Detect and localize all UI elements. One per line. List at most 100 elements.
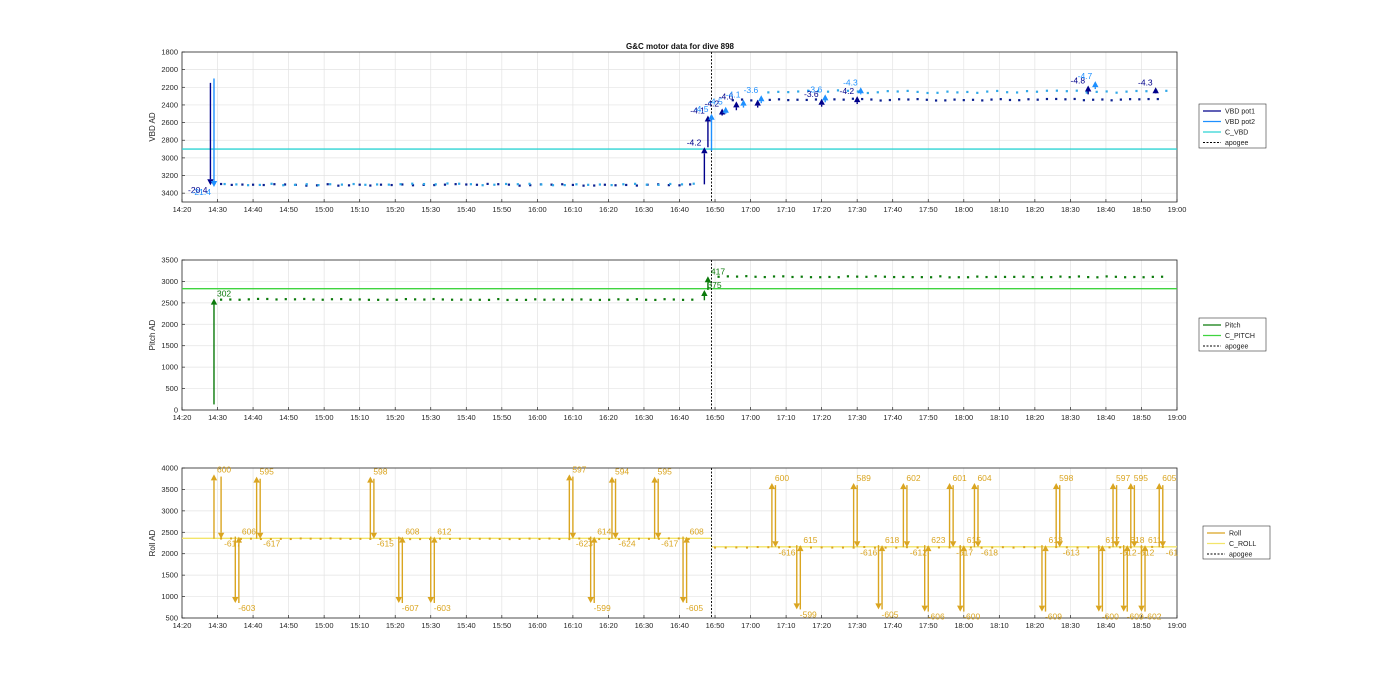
pitch-axes: 14:20 14:30 14:40 14:50 15:00 15:10 15:20 15:30…: [148, 256, 1267, 422]
vbd-pot1-point: [241, 183, 244, 186]
x-tick-label: 18:00: [954, 205, 973, 214]
pitch-point: [266, 297, 269, 301]
vbd-pot2-point: [1006, 91, 1009, 94]
vbd-pot1-arrow-label: -4.6: [719, 91, 734, 101]
pitch-point: [1040, 276, 1044, 279]
roll-arrow-head: [1120, 605, 1127, 612]
vbd-pot1-point: [390, 183, 393, 187]
pitch-point: [883, 275, 886, 278]
roll-point: [756, 546, 759, 549]
pitch-point: [837, 276, 840, 279]
x-tick-label: 15:30: [421, 413, 440, 422]
vbd-pot2-point: [235, 183, 238, 186]
x-tick-label: 17:50: [919, 413, 938, 422]
vbd-pot2-point: [986, 90, 989, 93]
roll-point: [299, 537, 302, 540]
x-tick-label: 16:20: [599, 621, 618, 630]
vbd-pot1-arrow-label: -4.8: [1071, 76, 1086, 86]
roll-arrow-label: 618: [1130, 535, 1144, 545]
vbd-pot1-point: [433, 183, 436, 187]
pitch-point: [745, 275, 748, 278]
x-tick-label: 16:10: [564, 413, 583, 422]
pitch-point: [321, 298, 324, 301]
roll-point: [937, 546, 940, 549]
roll-point: [1033, 546, 1036, 549]
vbd-pot1-point: [833, 98, 836, 101]
vbd-pot2-point: [966, 90, 969, 94]
vbd-pot1-point: [1138, 98, 1141, 101]
roll-arrow-label: -605: [882, 609, 899, 619]
x-tick-label: 16:50: [706, 205, 725, 214]
vbd-pot2-point: [1065, 90, 1068, 93]
pitch-point: [957, 276, 960, 279]
roll-point: [279, 537, 282, 540]
roll-arrow-head: [608, 476, 616, 483]
x-tick-label: 16:50: [706, 413, 725, 422]
vbd-pot2-arrow-label: -3.6: [744, 85, 759, 95]
roll-point: [948, 546, 951, 549]
x-tick-label: 16:30: [635, 413, 654, 422]
roll-arrow-label: 618: [885, 535, 899, 545]
pitch-point: [994, 275, 997, 278]
roll-arrow-label: -624: [619, 539, 636, 549]
pitch-point: [865, 275, 868, 278]
x-tick-label: 18:50: [1132, 205, 1151, 214]
vbd-pot2-point: [563, 183, 566, 187]
roll-arrow-head: [850, 483, 857, 489]
pitch-point: [1124, 276, 1127, 279]
roll-point: [608, 537, 611, 540]
pitch-point: [763, 275, 766, 279]
vbd-pot2-point: [1165, 89, 1168, 92]
pitch-arrow-head: [701, 290, 708, 296]
vbd-pot1-point: [262, 183, 265, 187]
pitch-point: [238, 298, 241, 301]
pitch-point: [497, 297, 500, 301]
x-tick-label: 15:00: [315, 413, 334, 422]
pitch-point: [293, 298, 297, 301]
roll-point: [1012, 546, 1015, 549]
vbd-pot2-point: [836, 89, 840, 92]
roll-arrow-head: [232, 597, 239, 603]
pitch-point: [1059, 275, 1062, 278]
roll-point: [588, 537, 591, 540]
vbd-pot2-point: [223, 182, 226, 186]
roll-point: [429, 538, 432, 541]
pitch-point: [1022, 275, 1025, 278]
x-tick-label: 18:30: [1061, 205, 1080, 214]
pitch-point: [717, 275, 720, 278]
x-tick-label: 16:20: [599, 413, 618, 422]
x-tick-label: 18:10: [990, 621, 1009, 630]
pitch-point: [460, 298, 463, 301]
pitch-point: [644, 298, 648, 301]
roll-point: [1119, 546, 1122, 549]
roll-point: [1023, 546, 1026, 549]
x-tick-label: 16:20: [599, 205, 618, 214]
legend-label: apogee: [1225, 140, 1248, 147]
x-tick-label: 17:00: [741, 621, 760, 630]
x-tick-label: 17:10: [777, 621, 796, 630]
roll-point: [309, 537, 312, 540]
pitch-point: [754, 275, 757, 278]
x-tick-label: 17:30: [848, 621, 867, 630]
roll-arrow-label: -612: [1137, 547, 1154, 557]
roll-arrow-label: -606: [928, 612, 945, 622]
roll-point: [349, 537, 352, 540]
pitch-point: [580, 298, 583, 301]
roll-arrow-head: [875, 603, 882, 610]
roll-point: [379, 537, 382, 540]
roll-arrow-label: 604: [977, 473, 991, 483]
x-tick-label: 14:40: [244, 413, 263, 422]
pitch-point: [598, 298, 601, 302]
vbd-pot2-point: [352, 182, 355, 186]
vbd-pot2-point: [422, 182, 426, 186]
vbd-pot1-point: [842, 98, 845, 101]
roll-arrow-head: [679, 597, 687, 603]
roll-arrow-label: -607: [402, 603, 419, 613]
pitch-arrow-head: [210, 298, 218, 305]
roll-arrow-label: 623: [931, 535, 945, 545]
roll-arrow-label: -612: [1120, 547, 1137, 557]
x-tick-label: 16:00: [528, 205, 547, 214]
vbd-pot1-point: [944, 99, 947, 102]
vbd-pot1-point: [851, 97, 855, 100]
pitch-point: [377, 298, 380, 301]
